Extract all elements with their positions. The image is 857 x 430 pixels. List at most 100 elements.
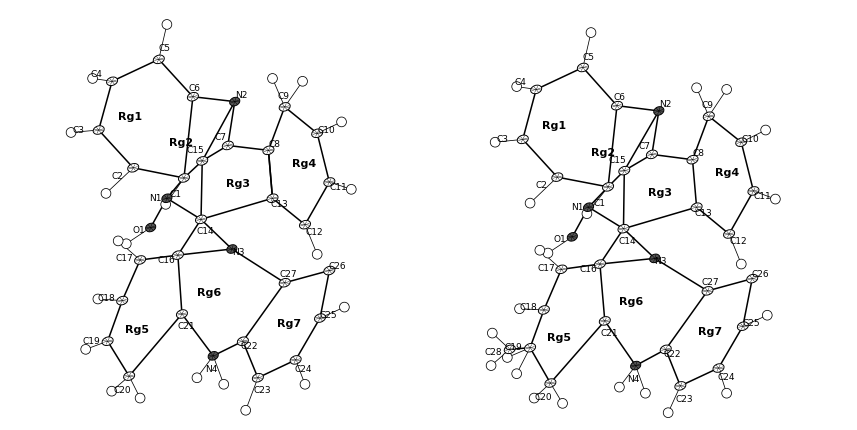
Circle shape [761, 126, 770, 135]
Circle shape [614, 382, 624, 392]
Text: C19: C19 [505, 343, 523, 352]
Circle shape [267, 74, 278, 84]
Text: C24: C24 [717, 372, 734, 381]
Text: C12: C12 [305, 227, 323, 236]
Ellipse shape [518, 136, 528, 144]
Text: Rg1: Rg1 [118, 112, 142, 122]
Ellipse shape [556, 265, 566, 274]
Circle shape [502, 353, 512, 362]
Ellipse shape [602, 183, 614, 192]
Ellipse shape [702, 287, 713, 295]
Circle shape [122, 240, 131, 249]
Circle shape [93, 295, 103, 304]
Text: C21: C21 [600, 328, 618, 337]
Text: C28: C28 [485, 347, 502, 356]
Text: C8: C8 [268, 139, 280, 148]
Ellipse shape [595, 260, 605, 269]
Text: C4: C4 [91, 70, 103, 79]
Text: Rg6: Rg6 [197, 288, 221, 298]
Circle shape [312, 250, 322, 260]
Ellipse shape [552, 173, 563, 182]
Ellipse shape [646, 151, 657, 159]
Circle shape [66, 128, 76, 138]
Ellipse shape [618, 225, 629, 233]
Text: Rg2: Rg2 [169, 138, 193, 148]
Circle shape [640, 388, 650, 398]
Text: C5: C5 [159, 44, 171, 53]
Ellipse shape [102, 337, 113, 346]
Circle shape [512, 369, 522, 379]
Text: C18: C18 [98, 293, 116, 302]
Text: C25: C25 [320, 310, 337, 319]
Text: C23: C23 [253, 386, 271, 395]
Ellipse shape [123, 372, 135, 381]
Circle shape [663, 408, 673, 418]
Circle shape [692, 84, 702, 93]
Text: Rg4: Rg4 [291, 158, 316, 168]
Text: C13: C13 [694, 208, 712, 217]
Text: C27: C27 [279, 270, 297, 279]
Circle shape [530, 393, 539, 403]
Ellipse shape [674, 382, 686, 390]
Text: C11: C11 [329, 182, 347, 191]
Text: C14: C14 [619, 236, 637, 245]
Circle shape [486, 361, 496, 371]
Ellipse shape [117, 297, 128, 305]
Ellipse shape [524, 344, 536, 352]
Text: C9: C9 [278, 92, 290, 101]
Text: C7: C7 [638, 141, 650, 150]
Text: Rg6: Rg6 [620, 296, 644, 306]
Text: C15: C15 [608, 155, 626, 164]
Ellipse shape [195, 215, 207, 224]
Circle shape [346, 185, 357, 195]
Ellipse shape [704, 113, 714, 121]
Ellipse shape [162, 194, 172, 203]
Ellipse shape [599, 317, 610, 326]
Text: N4: N4 [205, 365, 218, 374]
Circle shape [81, 345, 91, 354]
Text: N4: N4 [627, 374, 640, 383]
Ellipse shape [153, 56, 165, 64]
Text: C17: C17 [116, 254, 134, 263]
Ellipse shape [687, 156, 698, 165]
Ellipse shape [584, 203, 594, 212]
Ellipse shape [748, 187, 759, 196]
Ellipse shape [650, 255, 660, 263]
Ellipse shape [252, 374, 263, 382]
Text: C1: C1 [169, 190, 181, 198]
Ellipse shape [237, 337, 249, 346]
Text: C8: C8 [692, 148, 704, 157]
Ellipse shape [631, 362, 641, 370]
Ellipse shape [93, 126, 105, 135]
Ellipse shape [267, 194, 278, 203]
Ellipse shape [315, 314, 326, 322]
Text: C17: C17 [537, 263, 554, 272]
Ellipse shape [619, 167, 630, 175]
Ellipse shape [178, 174, 189, 183]
Ellipse shape [172, 251, 183, 260]
Text: C1: C1 [593, 198, 605, 207]
Circle shape [558, 399, 567, 408]
Ellipse shape [611, 102, 622, 111]
Ellipse shape [312, 130, 323, 138]
Ellipse shape [146, 224, 156, 232]
Circle shape [87, 74, 98, 84]
Text: Rg7: Rg7 [698, 327, 722, 337]
Text: Rg3: Rg3 [225, 178, 249, 188]
Circle shape [161, 200, 171, 210]
Text: C26: C26 [329, 261, 346, 270]
Text: C16: C16 [158, 255, 176, 264]
Text: C21: C21 [177, 321, 195, 330]
Circle shape [535, 246, 545, 255]
Text: C11: C11 [753, 191, 771, 200]
Text: C5: C5 [583, 52, 595, 61]
Ellipse shape [291, 356, 301, 364]
Text: C13: C13 [270, 199, 288, 208]
Ellipse shape [279, 103, 291, 112]
Text: N1: N1 [571, 203, 584, 212]
Circle shape [586, 29, 596, 38]
Text: C3: C3 [72, 126, 84, 135]
Ellipse shape [723, 230, 734, 239]
Ellipse shape [324, 178, 335, 187]
Text: C26: C26 [752, 270, 770, 279]
